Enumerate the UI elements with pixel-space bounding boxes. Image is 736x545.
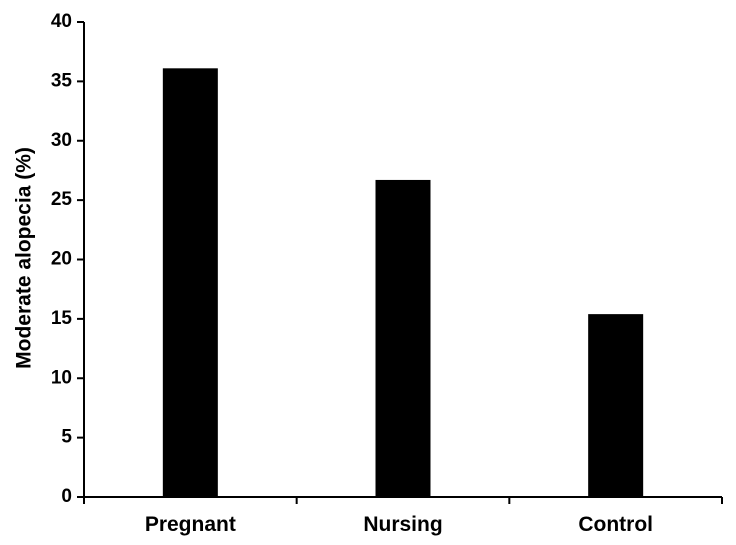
y-tick-label: 5 (61, 427, 72, 448)
y-tick-label: 40 (51, 11, 72, 32)
x-tick-label: Control (578, 513, 653, 536)
bar-nursing (375, 179, 431, 497)
y-tick-label: 25 (51, 189, 73, 210)
y-axis-title: Moderate alopecia (%) (13, 147, 36, 369)
bar-pregnant (162, 68, 218, 497)
x-axis: Pregnant Nursing Control (83, 496, 723, 536)
bar-control (588, 314, 644, 497)
y-tick-label: 20 (51, 249, 72, 270)
y-tick-label: 0 (61, 486, 72, 507)
y-tick-label: 35 (51, 70, 73, 91)
y-axis: 0 5 10 15 20 25 30 35 40 (51, 11, 85, 507)
x-tick-label: Pregnant (145, 513, 236, 536)
y-tick-label: 30 (51, 130, 72, 151)
y-tick-label: 10 (51, 367, 72, 388)
y-tick-label: 15 (51, 308, 73, 329)
x-tick-label: Nursing (363, 513, 442, 536)
bars (162, 68, 644, 497)
